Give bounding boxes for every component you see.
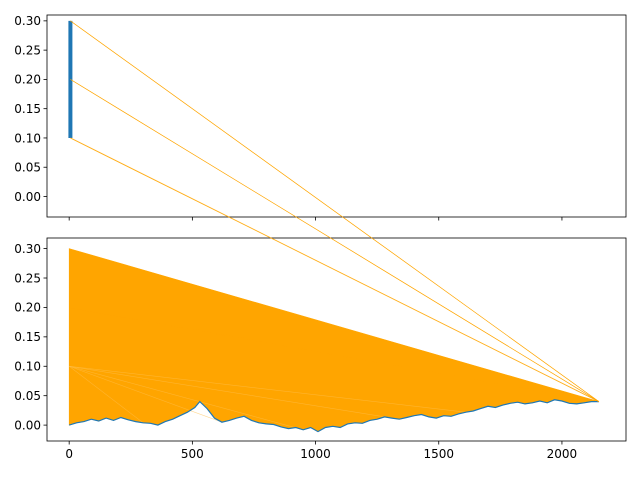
bottom-xtick-label: 0 (65, 447, 73, 461)
bottom-y-axis: 0.00 0.05 0.10 0.15 0.20 0.25 0.30 (14, 242, 47, 432)
bottom-xtick-label: 500 (181, 447, 204, 461)
top-axes-frame (46, 14, 627, 218)
bottom-xtick-label: 1500 (423, 447, 454, 461)
bottom-axes-frame (46, 237, 627, 442)
fan-streak (69, 365, 466, 413)
top-plot-area (47, 15, 626, 217)
bottom-ytick-label: 0.15 (14, 330, 41, 344)
connection-line (70, 20, 600, 402)
bottom-ytick-label: 0.30 (14, 242, 41, 256)
connection-line (70, 137, 600, 402)
fan-edge-line (69, 307, 599, 402)
fan-streak (68, 366, 144, 423)
fan-streak (69, 365, 385, 418)
top-ytick-label: 0.05 (14, 161, 41, 175)
top-ytick-label: 0.30 (14, 14, 41, 28)
fan-streak (69, 365, 223, 423)
top-ytick-label: 0.15 (14, 102, 41, 116)
bottom-series (68, 248, 599, 433)
fan-streak (69, 365, 304, 431)
top-y-axis: 0.00 0.05 0.10 0.15 0.20 0.25 0.30 (14, 14, 47, 204)
bottom-ytick-label: 0.10 (14, 360, 41, 374)
bottom-xtick-label: 1000 (300, 447, 331, 461)
random-walk-line (69, 399, 599, 433)
bottom-x-axis: 0 500 1000 1500 2000 (65, 441, 577, 461)
top-ytick-label: 0.00 (14, 190, 41, 204)
connection-line (70, 79, 600, 402)
top-panel: 0.00 0.05 0.10 0.15 0.20 0.25 0.30 (14, 14, 627, 221)
top-ytick-label: 0.10 (14, 131, 41, 145)
bottom-ytick-label: 0.25 (14, 271, 41, 285)
bottom-ytick-label: 0.20 (14, 301, 41, 315)
bottom-panel: 0.00 0.05 0.10 0.15 0.20 0.25 0.30 0 500 1000 150… (14, 237, 627, 461)
top-x-axis (68, 217, 563, 221)
bottom-ytick-label: 0.00 (14, 418, 41, 432)
top-ytick-label: 0.20 (14, 73, 41, 87)
top-ytick-label: 0.25 (14, 43, 41, 57)
bottom-ytick-label: 0.05 (14, 389, 41, 403)
bottom-xtick-label: 2000 (547, 447, 578, 461)
cross-panel-lines (70, 20, 600, 402)
